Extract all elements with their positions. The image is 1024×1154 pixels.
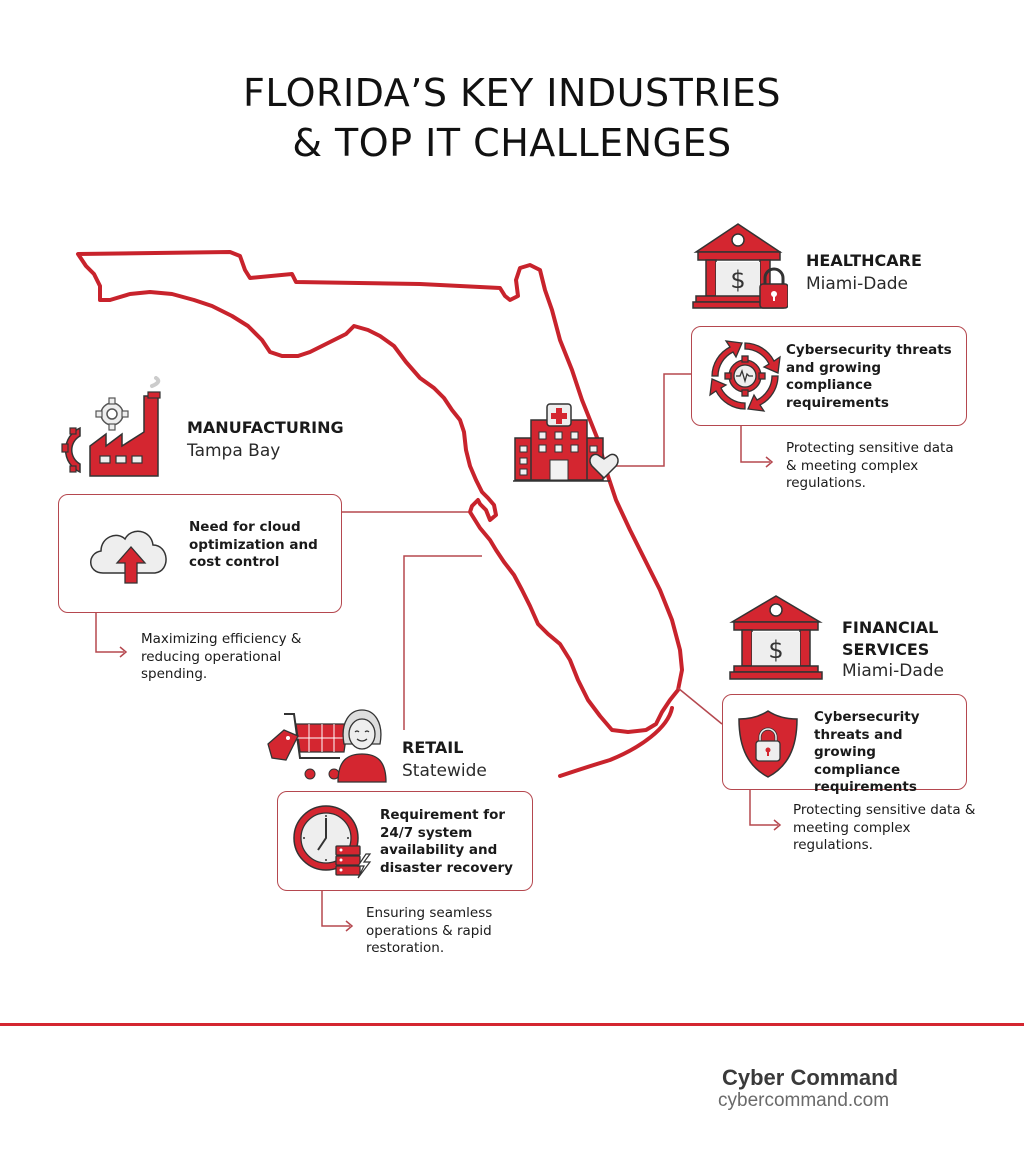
gear-cycle-icon bbox=[708, 339, 782, 413]
cloud-upload-icon bbox=[85, 523, 171, 585]
impact-text-retail: Ensuring seamless operations & rapid res… bbox=[366, 905, 493, 956]
factory-icon bbox=[60, 376, 172, 480]
bank-lock-icon: $ bbox=[692, 220, 789, 310]
industry-name-financial-line-2: SERVICES bbox=[842, 640, 930, 659]
industry-name-manufacturing: MANUFACTURING bbox=[187, 418, 344, 437]
impact-text-financial: Protecting sensitive data & meeting comp… bbox=[793, 802, 976, 853]
industry-location-financial: Miami-Dade bbox=[842, 661, 944, 681]
industry-location-healthcare: Miami-Dade bbox=[806, 274, 908, 294]
impact-text-manufacturing: Maximizing efficiency & reducing operati… bbox=[141, 631, 302, 682]
svg-text:$: $ bbox=[768, 636, 783, 664]
brand-name: Cyber Command bbox=[722, 1065, 899, 1090]
shield-lock-icon bbox=[737, 709, 799, 779]
challenge-text-healthcare: Cybersecurity threats and growing compli… bbox=[786, 342, 952, 411]
bank-icon: $ bbox=[728, 592, 824, 682]
industry-location-manufacturing: Tampa Bay bbox=[187, 441, 281, 461]
page-title: FLORIDA’S KEY INDUSTRIES & TOP IT CHALLE… bbox=[0, 68, 1024, 168]
brand-url: cybercommand.com bbox=[718, 1090, 890, 1111]
challenge-card-healthcare: Cybersecurity threats and growing compli… bbox=[691, 326, 967, 426]
title-line-2: & TOP IT CHALLENGES bbox=[292, 121, 732, 165]
footer-divider bbox=[0, 1023, 1024, 1026]
challenge-card-retail: Requirement for 24/7 system availability… bbox=[277, 791, 533, 891]
industry-name-healthcare: HEALTHCARE bbox=[806, 251, 922, 270]
impact-text-healthcare: Protecting sensitive data & meeting comp… bbox=[786, 440, 954, 491]
challenge-text-financial: Cybersecurity threats and growing compli… bbox=[814, 709, 920, 795]
shopping-cart-person-icon bbox=[264, 708, 392, 784]
hospital-icon bbox=[512, 402, 622, 484]
challenge-card-manufacturing: Need for cloud optimization and cost con… bbox=[58, 494, 342, 613]
clock-server-icon bbox=[292, 804, 374, 880]
industry-name-financial: FINANCIAL SERVICES bbox=[842, 617, 938, 661]
title-line-1: FLORIDA’S KEY INDUSTRIES bbox=[242, 71, 782, 115]
challenge-text-retail: Requirement for 24/7 system availability… bbox=[380, 807, 513, 876]
challenge-card-financial: Cybersecurity threats and growing compli… bbox=[722, 694, 967, 795]
svg-text:$: $ bbox=[730, 266, 745, 294]
industry-name-retail: RETAIL bbox=[402, 738, 464, 757]
industry-name-financial-line-1: FINANCIAL bbox=[842, 618, 939, 637]
challenge-text-manufacturing: Need for cloud optimization and cost con… bbox=[189, 519, 318, 570]
industry-location-retail: Statewide bbox=[402, 761, 487, 781]
